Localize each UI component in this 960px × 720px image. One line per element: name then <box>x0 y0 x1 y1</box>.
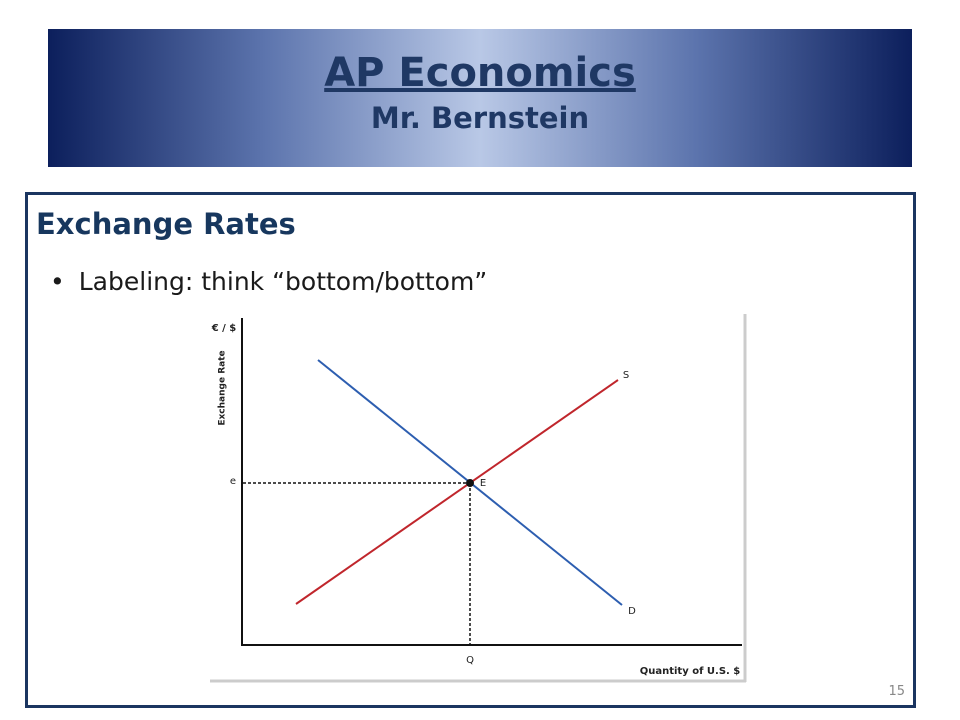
supply-curve <box>295 379 619 605</box>
bullet: • Labeling: think “bottom/bottom” <box>50 267 488 296</box>
x-axis-label: Quantity of U.S. $ <box>640 666 741 677</box>
subtitle: Mr. Bernstein <box>370 101 590 135</box>
bullet-text: Labeling: think “bottom/bottom” <box>78 267 488 296</box>
rate-label: e <box>230 476 236 487</box>
equilibrium-label: E <box>480 478 486 489</box>
content-box: Exchange Rates • Labeling: think “bottom/… <box>25 192 916 708</box>
diagram-background <box>210 313 746 682</box>
demand-label: D <box>628 606 636 617</box>
page-number: 15 <box>888 684 905 699</box>
y-axis-unit: € / $ <box>211 323 237 334</box>
heading: Exchange Rates <box>36 207 296 241</box>
header: AP Economics Mr. Bernstein <box>48 29 912 167</box>
y-axis-label: Exchange Rate <box>218 350 228 425</box>
title: AP Economics <box>324 50 636 96</box>
quantity-label: Q <box>466 655 474 666</box>
equilibrium-point <box>466 479 474 487</box>
supply-label: S <box>623 370 629 381</box>
